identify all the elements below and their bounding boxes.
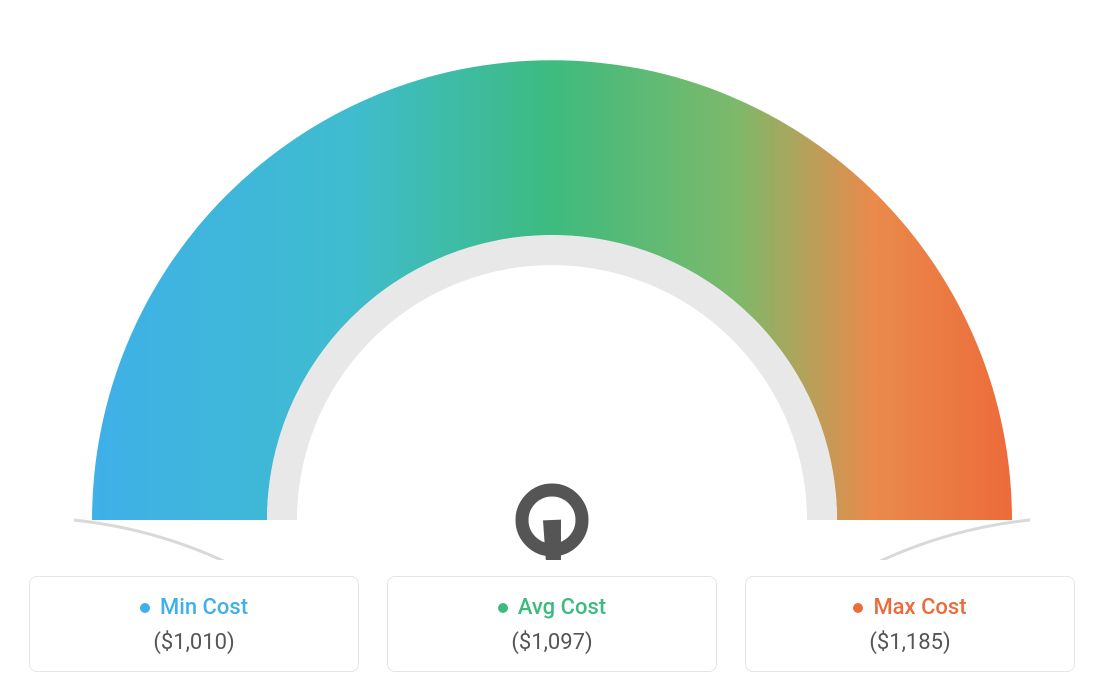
legend-dot-icon xyxy=(853,603,863,613)
legend-row: Min Cost ($1,010) Avg Cost ($1,097) Max Cost… xyxy=(0,576,1104,672)
legend-title: Avg Cost xyxy=(498,595,606,620)
legend-card: Max Cost ($1,185) xyxy=(745,576,1075,672)
legend-card: Min Cost ($1,010) xyxy=(29,576,359,672)
legend-title: Min Cost xyxy=(140,595,248,620)
legend-label: Max Cost xyxy=(873,595,966,620)
gauge-chart: $1,010$1,032$1,054$1,097$1,126$1,155$1,1… xyxy=(0,0,1104,560)
legend-dot-icon xyxy=(498,603,508,613)
legend-label: Avg Cost xyxy=(518,595,606,620)
legend-value: ($1,185) xyxy=(756,630,1064,655)
legend-title: Max Cost xyxy=(853,595,966,620)
legend-label: Min Cost xyxy=(160,595,248,620)
legend-card: Avg Cost ($1,097) xyxy=(387,576,717,672)
gauge-svg: $1,010$1,032$1,054$1,097$1,126$1,155$1,1… xyxy=(0,0,1104,560)
legend-value: ($1,097) xyxy=(398,630,706,655)
legend-dot-icon xyxy=(140,603,150,613)
legend-value: ($1,010) xyxy=(40,630,348,655)
